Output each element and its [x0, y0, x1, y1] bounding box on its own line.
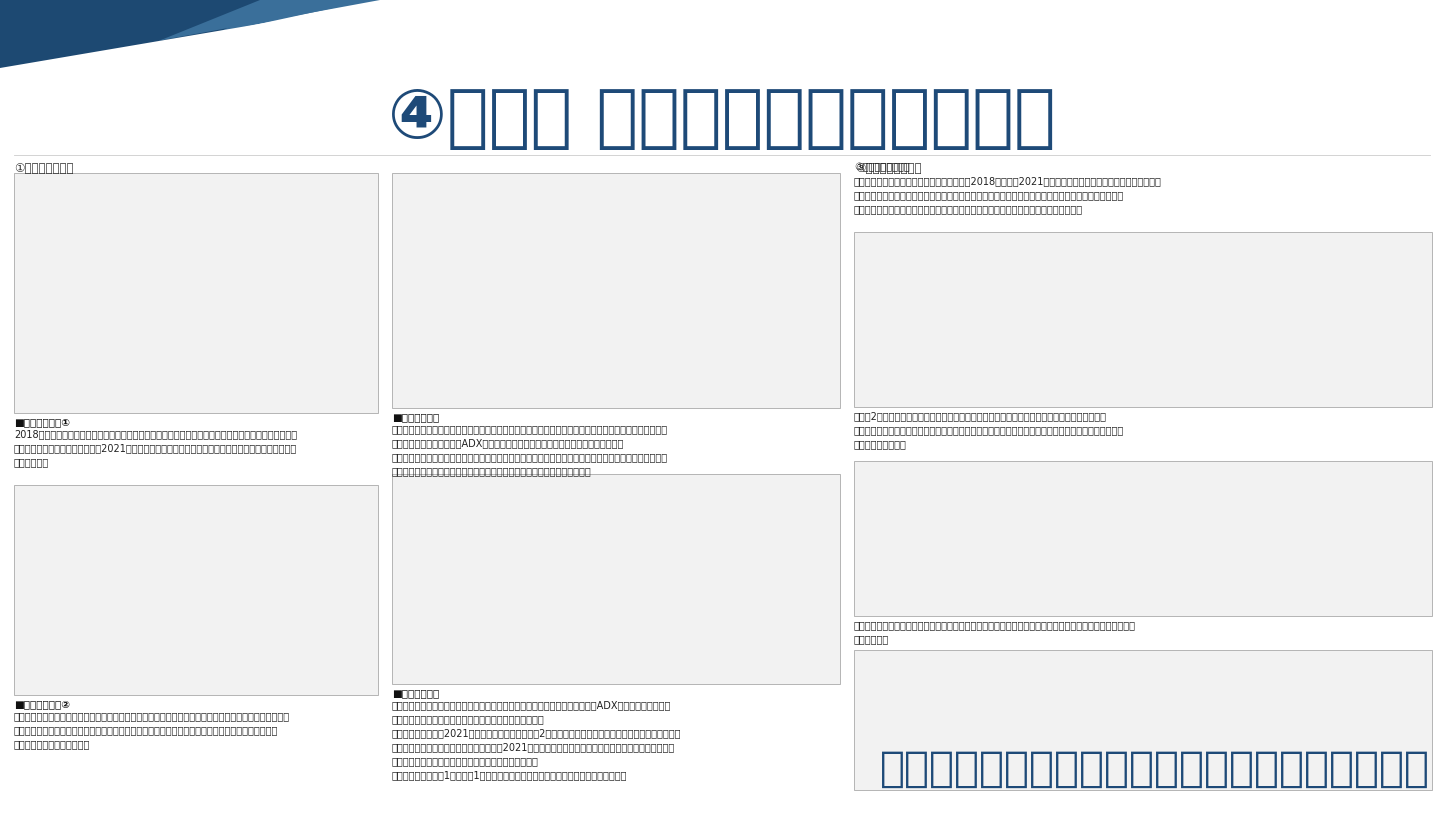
Polygon shape	[0, 0, 290, 130]
Bar	[392, 474, 840, 684]
Text: ■月足チャート②: ■月足チャート②	[14, 699, 69, 709]
Text: 月足でうけた値の切り上げラインに価格が接近しているのがわかる。上段のオシレーターが、買われすぎ
ゾーンにあるが、最下段のADXが上昇中でボラティリティーが出てい: 月足でうけた値の切り上げラインに価格が接近しているのがわかる。上段のオシレーター…	[392, 424, 668, 476]
Polygon shape	[0, 0, 431, 90]
Text: ③今後の展開と戦略: ③今後の展開と戦略	[855, 162, 922, 175]
Bar	[854, 650, 1432, 790]
Bar	[854, 461, 1432, 616]
Text: 水平線2本を維持できず下抜けてくる展開になった場合は、調整が終わるまで待つ必要がある。
その方が安値を仕込めるが、順近高値を超えられず、意識切り下げやダブルトッ: 水平線2本を維持できず下抜けてくる展開になった場合は、調整が終わるまで待つ必要が…	[854, 411, 1124, 449]
Bar	[392, 173, 840, 408]
Bar	[0, 90, 1445, 155]
Polygon shape	[0, 0, 380, 70]
Text: 上値追いの強気相場になった場合は、ライン越え確認後リテストを待ち、フェイクではないことを確認した
らエントリー: 上値追いの強気相場になった場合は、ライン越え確認後リテストを待ち、フェイクではな…	[854, 620, 1136, 644]
Polygon shape	[0, 0, 1445, 140]
Text: ④特典： 銘柄紹介レポートの事例: ④特典： 銘柄紹介レポートの事例	[389, 85, 1056, 151]
Bar	[854, 232, 1432, 407]
Text: ■月足チャート①: ■月足チャート①	[14, 417, 69, 427]
Bar	[14, 485, 379, 695]
Polygon shape	[0, 0, 1445, 155]
Text: ①テクニカル分析: ①テクニカル分析	[14, 162, 74, 175]
Bar	[14, 173, 379, 413]
Text: 新たに加えた、ピンクに塗られる上昇チャネル上限に接近している。最下段のADX日足では程に下を向
き、上昇トレンドが一旦落着いていることを示している。
チャート中: 新たに加えた、ピンクに塗られる上昇チャネル上限に接近している。最下段のADX日足…	[392, 700, 682, 780]
Text: ■週足チャート: ■週足チャート	[392, 412, 439, 422]
Text: 石川先生が紹介した銘柄のテクニカル分析も届く: 石川先生が紹介した銘柄のテクニカル分析も届く	[880, 748, 1431, 790]
Text: ③今後の展開と戦略
売抵抗帯に近く、調整を期待したいところ、2018年高値、2021年高値からなる水平線を意識めに下げてくる
動きを待つ。それらの価格が、従来の: ③今後の展開と戦略 売抵抗帯に近く、調整を期待したいところ、2018年高値、20…	[854, 162, 1162, 214]
Text: メインチャートのエンベロープを見ると、移動平均線からの乖離率にはまだ余裕があるため、上値余地は
十分ある。上記の青い斜め線を上に突破する動きになれば、エンベロー: メインチャートのエンベロープを見ると、移動平均線からの乖離率にはまだ余裕があるた…	[14, 711, 290, 749]
Polygon shape	[0, 0, 260, 105]
Text: ■日足チャート: ■日足チャート	[392, 688, 439, 698]
Text: 2018年の高値を更新し、水平抵抗帯のない青空天井となり、上昇しやすい環境だが、現在上昇チャネル
（黄色の範囲）の途中に引ける、2021年高値で決まる同角度の青: 2018年の高値を更新し、水平抵抗帯のない青空天井となり、上昇しやすい環境だが、…	[14, 429, 298, 467]
